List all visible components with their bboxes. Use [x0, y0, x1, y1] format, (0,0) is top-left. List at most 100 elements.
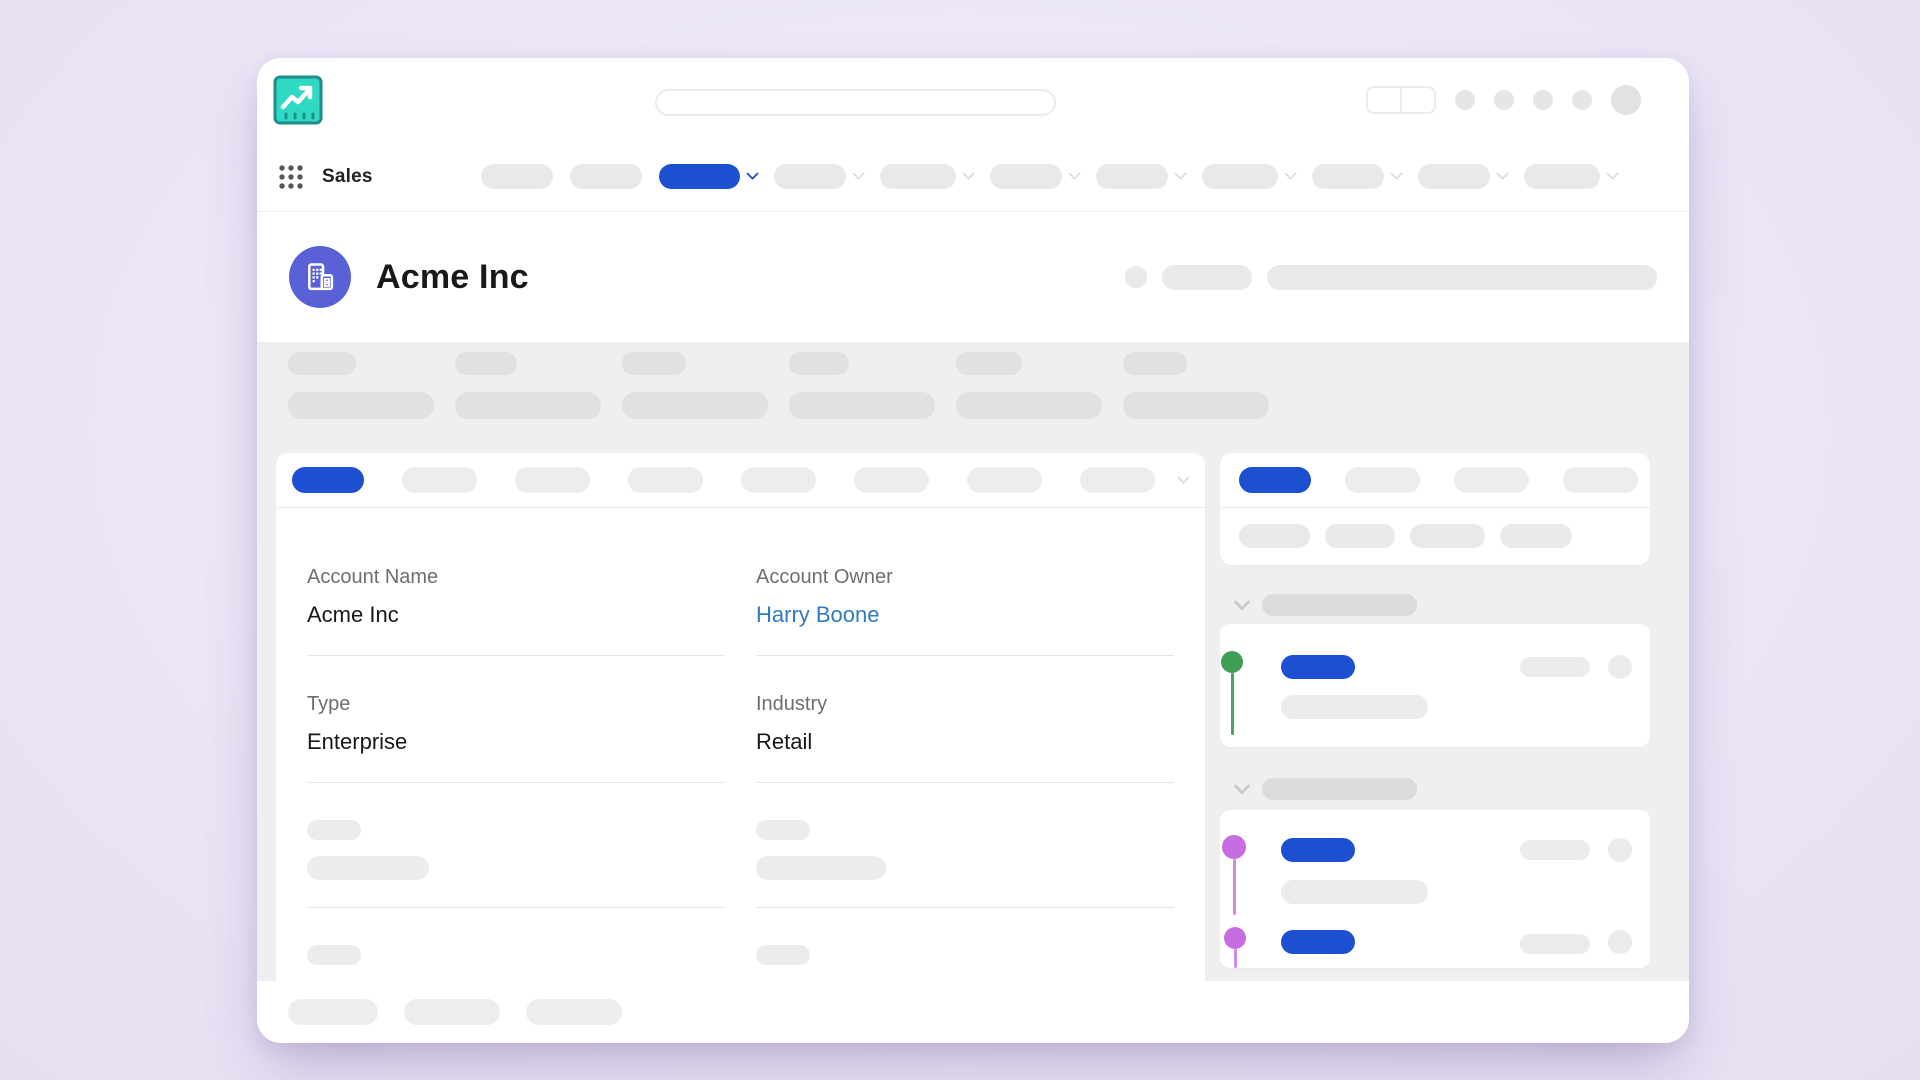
nav-tab-placeholder[interactable]: [569, 164, 642, 189]
nav-tab-placeholder[interactable]: [1095, 164, 1187, 189]
details-tab-active[interactable]: [292, 467, 364, 493]
chevron-down-icon: [961, 167, 975, 181]
chevron-down-icon[interactable]: [1177, 470, 1190, 484]
nav-tab-active-pill[interactable]: [658, 164, 740, 189]
header-button-group-placeholder[interactable]: [1267, 264, 1657, 290]
activity-filter-chips: [1220, 508, 1650, 564]
activity-text-placeholder: [1281, 880, 1428, 904]
activity-card-upcoming: [1220, 624, 1650, 747]
nav-tab-pill[interactable]: [1095, 164, 1168, 189]
app-topbar: [257, 58, 1689, 142]
activity-section-header[interactable]: [1220, 777, 1650, 800]
topbar-icon-placeholder[interactable]: [1533, 90, 1553, 110]
chevron-down-icon[interactable]: [745, 167, 759, 181]
owner-link[interactable]: Harry Boone: [756, 602, 880, 627]
header-button-placeholder[interactable]: [1162, 264, 1252, 290]
details-tab-strip: [276, 453, 1205, 508]
filter-chip-placeholder[interactable]: [1500, 524, 1572, 548]
chevron-down-icon: [1067, 167, 1081, 181]
chevron-down-icon: [1173, 167, 1187, 181]
nav-tab-placeholder[interactable]: [1523, 164, 1619, 189]
toggle-right-cell[interactable]: [1402, 88, 1434, 112]
footer-button-placeholder[interactable]: [526, 999, 622, 1025]
nav-tab-pill[interactable]: [1417, 164, 1490, 189]
details-tab-placeholder[interactable]: [402, 467, 477, 493]
highlight-field-placeholder: [956, 352, 1102, 419]
topbar-icon-placeholder[interactable]: [1455, 90, 1475, 110]
nav-tab-placeholder[interactable]: [1417, 164, 1509, 189]
page-title: Acme Inc: [376, 257, 529, 296]
nav-tab-pill[interactable]: [773, 164, 846, 189]
nav-tab-pill[interactable]: [1523, 164, 1600, 189]
field-account-owner: Account Owner Harry Boone: [756, 566, 1174, 656]
nav-tab-placeholder[interactable]: [1201, 164, 1297, 189]
field-placeholder: [307, 945, 725, 981]
timeline-line: [1231, 673, 1234, 735]
app-launcher-grid-icon[interactable]: [277, 163, 305, 191]
nav-tab-pill[interactable]: [1201, 164, 1278, 189]
nav-tab-pill[interactable]: [1311, 164, 1384, 189]
activity-action-button[interactable]: [1281, 930, 1355, 954]
nav-tab-placeholder[interactable]: [773, 164, 865, 189]
filter-chip-placeholder[interactable]: [1325, 524, 1395, 548]
filter-chip-placeholder[interactable]: [1410, 524, 1485, 548]
nav-tab-active[interactable]: [658, 164, 759, 189]
activity-tab-placeholder[interactable]: [1563, 467, 1638, 493]
activity-card-history: [1220, 810, 1650, 968]
highlight-field-placeholder: [622, 352, 768, 419]
field-value: Retail: [756, 729, 813, 754]
user-avatar[interactable]: [1611, 85, 1641, 115]
filter-chip-placeholder[interactable]: [1239, 524, 1310, 548]
app-navbar: Sales: [257, 142, 1689, 212]
details-tab-placeholder[interactable]: [741, 467, 816, 493]
highlight-field-placeholder: [455, 352, 601, 419]
activity-date-placeholder: [1520, 657, 1590, 677]
details-fields: Account Name Acme Inc Account Owner Harr…: [276, 508, 1205, 981]
footer-button-placeholder[interactable]: [404, 999, 500, 1025]
nav-tab-placeholder[interactable]: [879, 164, 975, 189]
activity-tab-active[interactable]: [1239, 467, 1311, 493]
nav-tab-placeholder[interactable]: [989, 164, 1081, 189]
chevron-down-icon: [1283, 167, 1297, 181]
activity-menu-button[interactable]: [1608, 838, 1632, 862]
footer-button-placeholder[interactable]: [288, 999, 378, 1025]
field-value: Enterprise: [307, 729, 408, 754]
details-panel: Account Name Acme Inc Account Owner Harr…: [276, 453, 1205, 981]
chevron-down-icon[interactable]: [1233, 777, 1251, 795]
trend-chart-icon[interactable]: [273, 75, 323, 125]
activity-tab-placeholder[interactable]: [1345, 467, 1420, 493]
section-title-placeholder: [1262, 594, 1417, 616]
header-icon-placeholder[interactable]: [1125, 266, 1147, 288]
nav-tab-placeholder[interactable]: [1311, 164, 1403, 189]
details-tab-placeholder[interactable]: [515, 467, 590, 493]
topbar-icon-placeholder[interactable]: [1572, 90, 1592, 110]
activity-text-placeholder: [1281, 695, 1428, 719]
nav-tab-placeholder[interactable]: [480, 164, 553, 189]
field-type: Type Enterprise: [307, 693, 725, 783]
highlight-field-placeholder: [1123, 352, 1269, 419]
details-tab-placeholder[interactable]: [1080, 467, 1155, 493]
activity-tab-placeholder[interactable]: [1454, 467, 1529, 493]
window-footer: [257, 981, 1689, 1043]
window-view-toggle[interactable]: [1366, 86, 1436, 114]
activity-menu-button[interactable]: [1608, 655, 1632, 679]
activity-menu-button[interactable]: [1608, 930, 1632, 954]
activity-action-button[interactable]: [1281, 838, 1355, 862]
activity-section-header[interactable]: [1220, 593, 1650, 616]
field-label: Industry: [756, 693, 828, 715]
timeline-line: [1233, 859, 1236, 915]
activity-tabs-card: [1220, 453, 1650, 565]
toggle-left-cell[interactable]: [1368, 88, 1402, 112]
details-tab-placeholder[interactable]: [967, 467, 1042, 493]
chevron-down-icon[interactable]: [1233, 593, 1251, 611]
nav-tab-pill[interactable]: [989, 164, 1062, 189]
topbar-icon-placeholder[interactable]: [1494, 90, 1514, 110]
global-search-input[interactable]: [655, 89, 1056, 116]
activity-action-button[interactable]: [1281, 655, 1355, 679]
details-tab-placeholder[interactable]: [854, 467, 929, 493]
details-tab-placeholder[interactable]: [628, 467, 703, 493]
timeline-dot-purple: [1224, 927, 1246, 949]
timeline-line: [1234, 949, 1237, 968]
nav-tab-pill[interactable]: [879, 164, 956, 189]
